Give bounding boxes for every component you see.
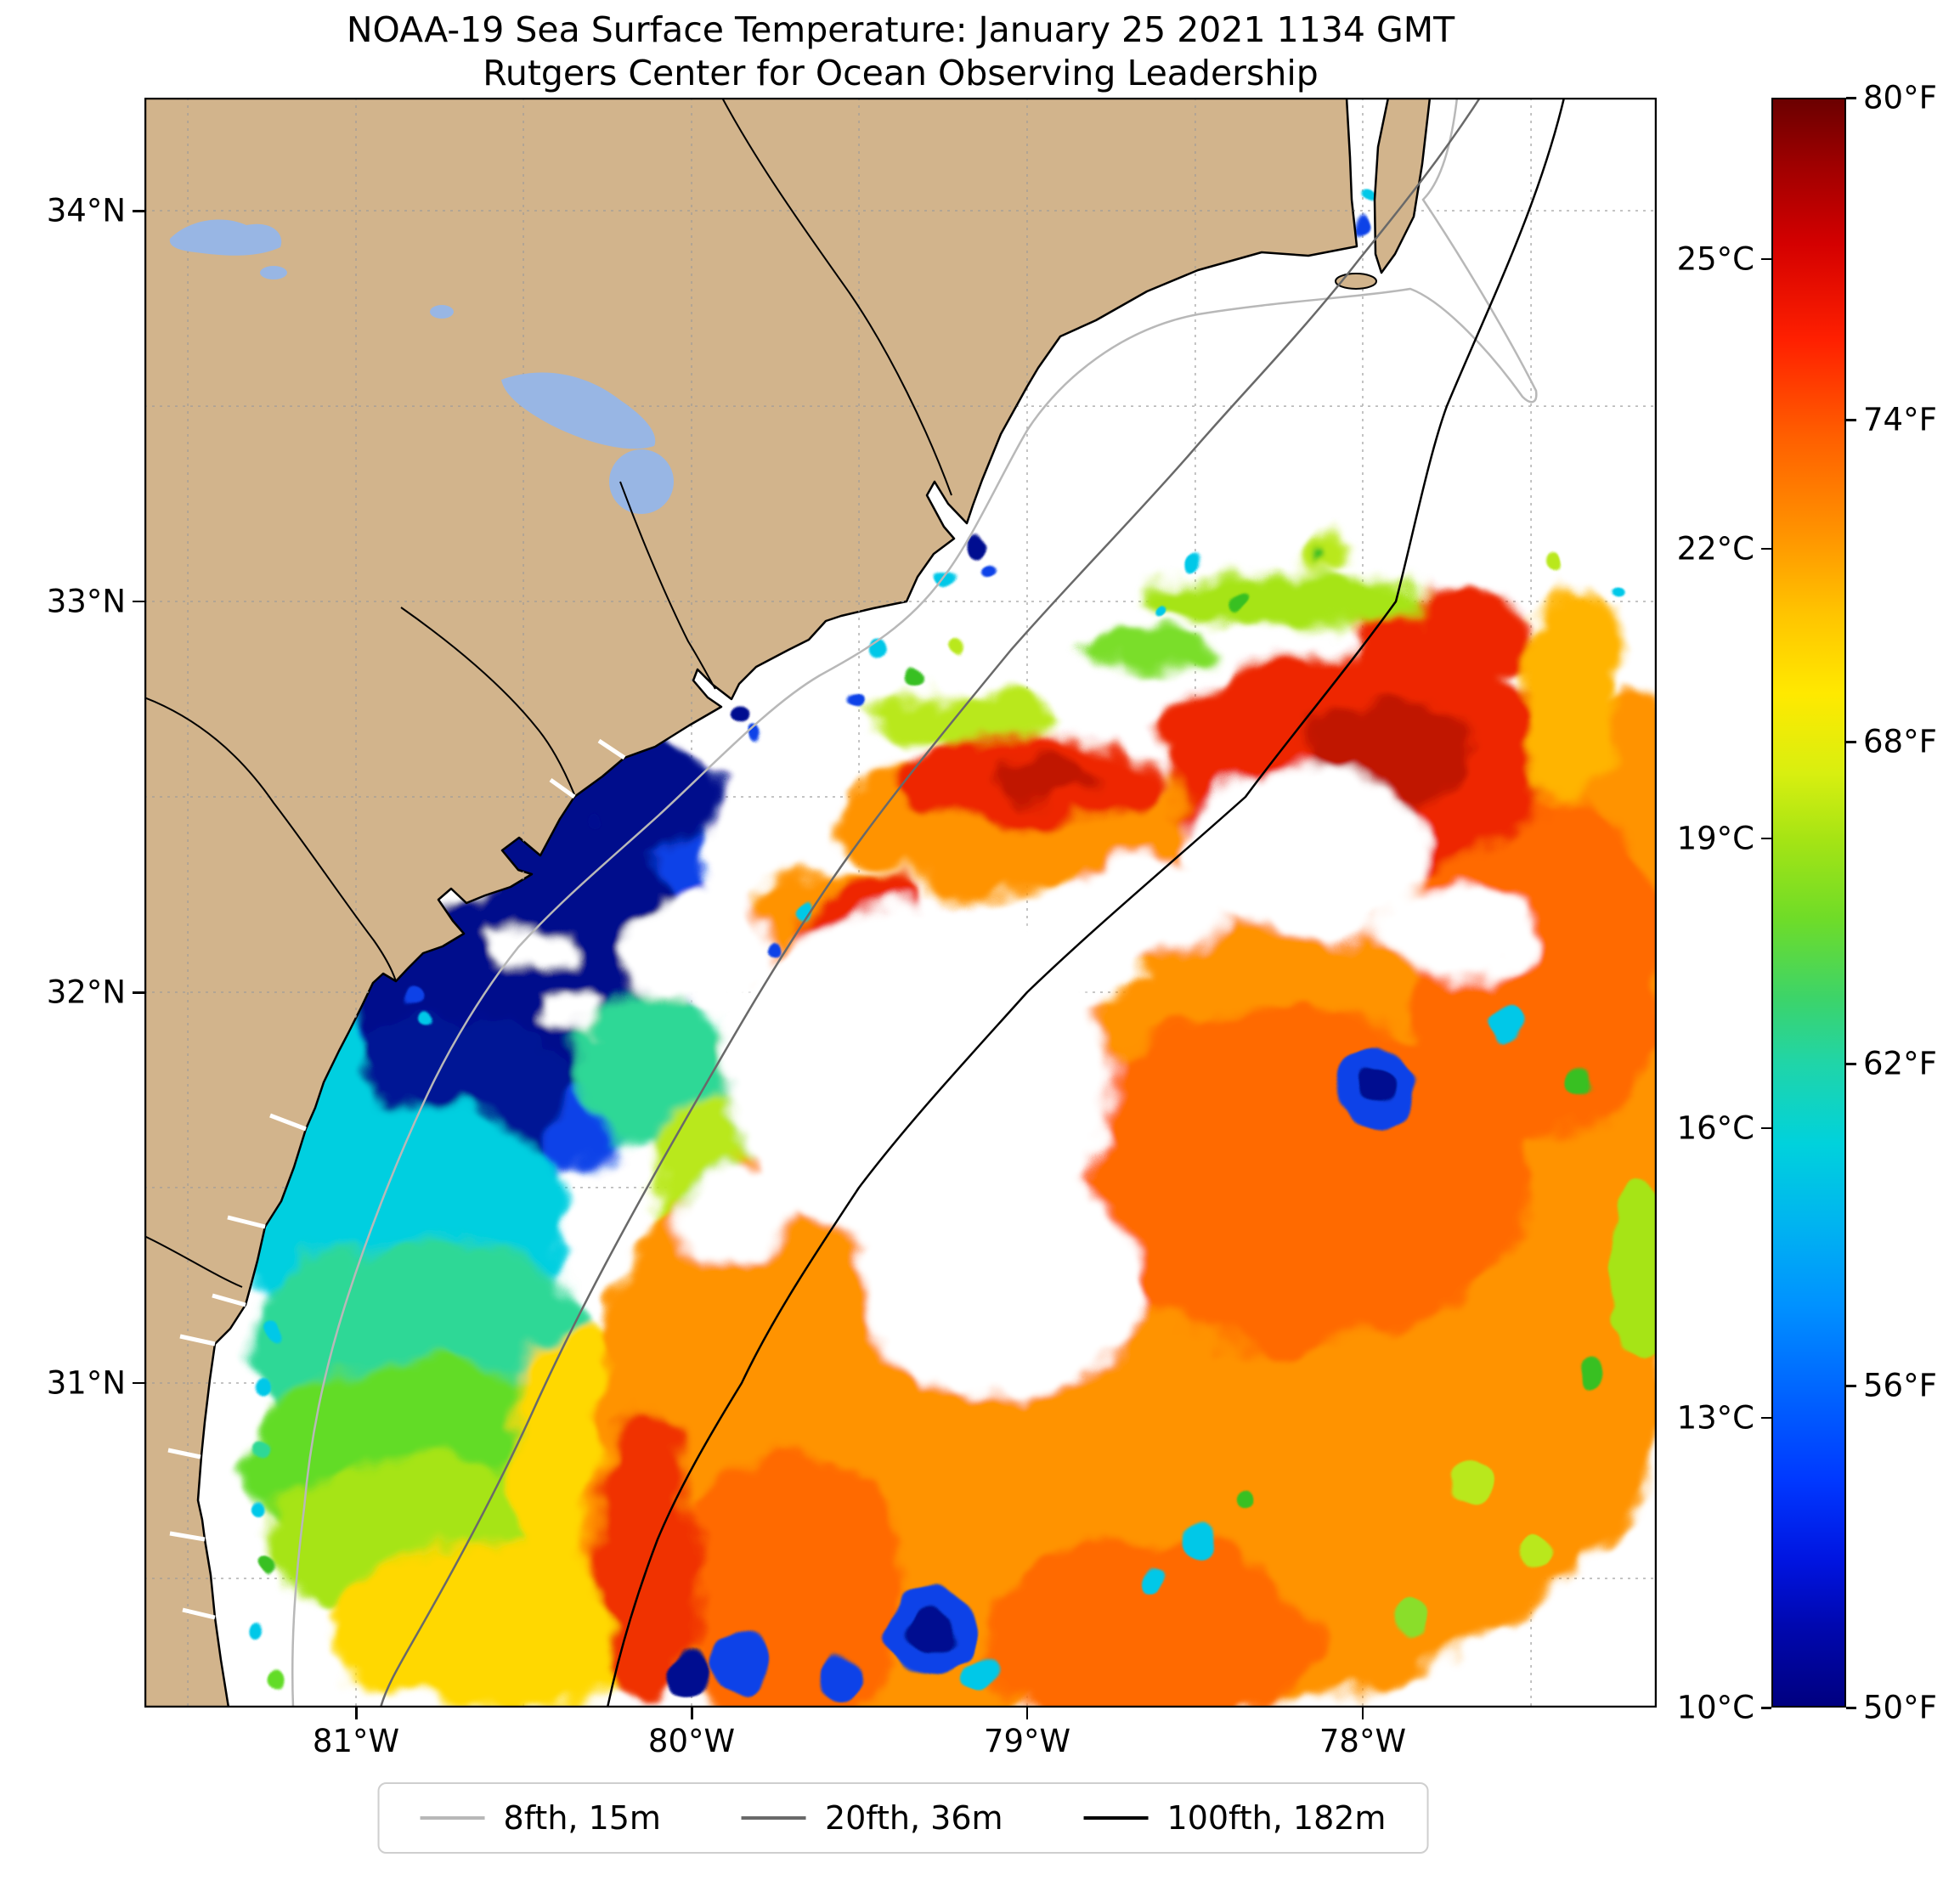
colorbar-fahrenheit-label: 74°F <box>1863 401 1937 438</box>
legend-label: 100fth, 182m <box>1166 1799 1387 1837</box>
rivers <box>144 98 952 1288</box>
colorbar-fahrenheit-label: 68°F <box>1863 723 1937 760</box>
lon-tick-mark <box>691 1708 693 1719</box>
colorbar-fahrenheit-tick <box>1846 1707 1856 1709</box>
colorbar-celsius-tick <box>1761 547 1771 550</box>
colorbar-fahrenheit-tick <box>1846 1385 1856 1387</box>
colorbar-celsius-label: 13°C <box>1676 1399 1754 1437</box>
lon-tick-label: 80°W <box>647 1723 736 1759</box>
isobath-8fth-15m <box>291 98 1538 1708</box>
colorbar-celsius-label: 19°C <box>1676 820 1754 857</box>
lon-tick-mark <box>1361 1708 1364 1719</box>
colorbar-fahrenheit-label: 80°F <box>1863 79 1937 116</box>
lat-tick-mark <box>133 210 144 212</box>
land-mass <box>144 98 1358 1708</box>
lat-tick-mark <box>133 1381 144 1385</box>
lat-tick-label: 34°N <box>46 192 126 229</box>
isobath-20fth-36m <box>379 98 1482 1708</box>
colorbar <box>1771 98 1846 1708</box>
inland-lakes <box>169 219 674 514</box>
cape-fear-spit <box>1373 98 1432 274</box>
colorbar-fahrenheit-label: 56°F <box>1863 1367 1937 1404</box>
colorbar-fahrenheit-label: 50°F <box>1863 1689 1937 1726</box>
title-line-2: Rutgers Center for Ocean Observing Leade… <box>483 53 1319 94</box>
colorbar-celsius-tick <box>1761 1707 1771 1709</box>
colorbar-celsius-label: 22°C <box>1676 530 1754 567</box>
colorbar-celsius-label: 10°C <box>1676 1689 1754 1726</box>
lat-tick-label: 33°N <box>46 583 126 620</box>
title-line-1: NOAA-19 Sea Surface Temperature: January… <box>346 9 1455 50</box>
sst-field <box>229 529 1657 1708</box>
colorbar-celsius-tick <box>1761 257 1771 260</box>
lat-tick-mark <box>133 600 144 603</box>
legend-label: 8fth, 15m <box>503 1799 661 1837</box>
sst-map <box>144 98 1657 1708</box>
legend-line-sample <box>741 1816 806 1820</box>
legend-item: 100fth, 182m <box>1083 1799 1387 1837</box>
colorbar-celsius-tick <box>1761 1126 1771 1130</box>
lat-tick-mark <box>133 991 144 994</box>
lon-tick-label: 78°W <box>1319 1723 1407 1759</box>
map-border <box>144 98 1657 1708</box>
lat-tick-label: 31°N <box>46 1364 126 1402</box>
legend-label: 20fth, 36m <box>824 1799 1003 1837</box>
legend-line-sample <box>420 1816 485 1820</box>
lon-tick-label: 81°W <box>312 1723 400 1759</box>
lon-tick-mark <box>355 1708 358 1719</box>
contour-legend: 8fth, 15m 20fth, 36m 100fth, 182m <box>377 1782 1429 1854</box>
lon-tick-mark <box>1025 1708 1029 1719</box>
legend-item: 8fth, 15m <box>420 1799 661 1837</box>
colorbar-celsius-tick <box>1761 837 1771 840</box>
coastal-inlets <box>167 738 626 1620</box>
legend-item: 20fth, 36m <box>741 1799 1003 1837</box>
figure-title: NOAA-19 Sea Surface Temperature: January… <box>144 8 1657 96</box>
map-area <box>144 98 1657 1708</box>
colorbar-fahrenheit-label: 62°F <box>1863 1045 1937 1082</box>
legend-line-sample <box>1083 1816 1149 1820</box>
colorbar-celsius-tick <box>1761 1416 1771 1420</box>
colorbar-celsius-label: 16°C <box>1676 1109 1754 1147</box>
colorbar-celsius-label: 25°C <box>1676 240 1754 277</box>
lat-tick-label: 32°N <box>46 974 126 1011</box>
colorbar-fahrenheit-tick <box>1846 419 1856 421</box>
colorbar-fahrenheit-tick <box>1846 741 1856 743</box>
lon-tick-label: 79°W <box>983 1723 1071 1759</box>
sst-speckles <box>247 192 1657 1700</box>
colorbar-fahrenheit-tick <box>1846 1063 1856 1065</box>
isobath-100fth-182m <box>606 98 1566 1708</box>
colorbar-fahrenheit-tick <box>1846 97 1856 99</box>
